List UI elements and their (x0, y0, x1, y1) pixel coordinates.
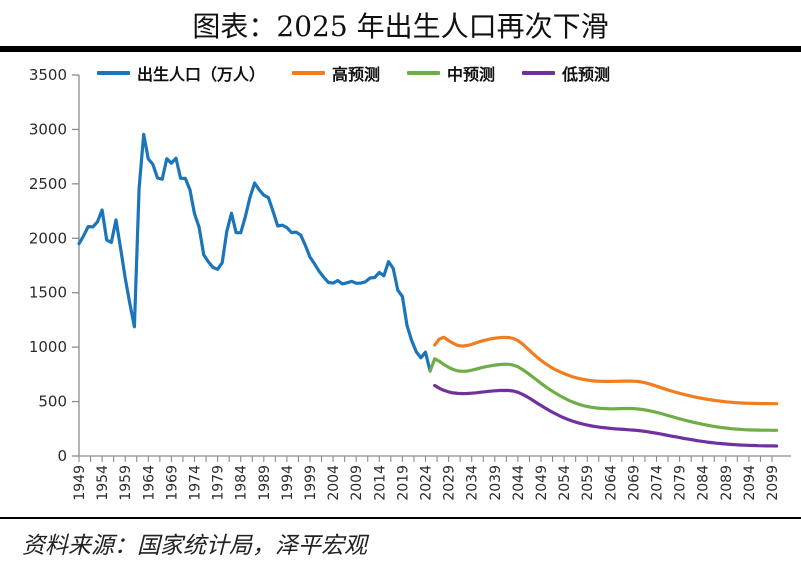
svg-text:0: 0 (57, 447, 67, 465)
line-swatch-blue-icon (97, 71, 130, 75)
svg-text:2029: 2029 (442, 465, 458, 501)
svg-text:1954: 1954 (95, 465, 111, 501)
svg-text:1949: 1949 (72, 465, 88, 501)
line-swatch-purple-icon (522, 71, 556, 75)
svg-text:2044: 2044 (511, 465, 527, 501)
svg-text:2024: 2024 (419, 465, 435, 501)
svg-text:2054: 2054 (557, 465, 573, 501)
title-divider-rule (0, 46, 801, 52)
svg-text:1964: 1964 (141, 465, 157, 501)
svg-text:2009: 2009 (349, 465, 365, 501)
svg-text:2039: 2039 (488, 465, 504, 501)
legend-label: 中预测 (447, 65, 496, 84)
legend-item-low-forecast: 低预测 (522, 61, 610, 85)
page-title: 图表：2025 年出生人口再次下滑 (192, 10, 609, 43)
svg-text:2500: 2500 (29, 175, 67, 193)
line-swatch-green-icon (407, 71, 441, 75)
footer-divider-rule (0, 517, 801, 519)
svg-text:2000: 2000 (29, 229, 67, 247)
svg-text:1984: 1984 (234, 465, 250, 501)
svg-text:2099: 2099 (765, 465, 781, 501)
svg-text:3500: 3500 (29, 66, 67, 84)
svg-text:2034: 2034 (465, 465, 481, 501)
svg-text:2069: 2069 (626, 465, 642, 501)
source-note: 资料来源：国家统计局，泽平宏观 (22, 533, 367, 559)
line-swatch-orange-icon (292, 71, 326, 75)
svg-text:2079: 2079 (673, 465, 689, 501)
svg-text:2004: 2004 (326, 465, 342, 501)
chart-legend: 出生人口（万人） 高预测 中预测 低预测 (97, 61, 610, 85)
svg-text:2049: 2049 (534, 465, 550, 501)
svg-text:3000: 3000 (29, 120, 67, 138)
svg-text:1989: 1989 (257, 465, 273, 501)
svg-text:1974: 1974 (188, 465, 204, 501)
legend-item-birth-population: 出生人口（万人） (97, 61, 265, 85)
svg-text:2059: 2059 (580, 465, 596, 501)
legend-item-mid-forecast: 中预测 (407, 61, 495, 85)
svg-text:1979: 1979 (211, 465, 227, 501)
svg-text:2019: 2019 (395, 465, 411, 501)
svg-text:2014: 2014 (372, 465, 388, 501)
svg-text:1500: 1500 (29, 284, 67, 302)
legend-label: 出生人口（万人） (137, 65, 266, 84)
legend-label: 高预测 (332, 65, 381, 84)
legend-label: 低预测 (562, 65, 611, 84)
svg-text:1999: 1999 (303, 465, 319, 501)
svg-text:2064: 2064 (603, 465, 619, 501)
legend-item-high-forecast: 高预测 (292, 61, 380, 85)
svg-text:1959: 1959 (118, 465, 134, 501)
svg-text:1969: 1969 (164, 465, 180, 501)
svg-text:2074: 2074 (650, 465, 666, 501)
svg-text:1000: 1000 (29, 338, 67, 356)
svg-text:2089: 2089 (719, 465, 735, 501)
svg-text:1994: 1994 (280, 465, 296, 501)
svg-text:500: 500 (38, 393, 67, 411)
svg-text:2084: 2084 (696, 465, 712, 501)
svg-text:2094: 2094 (742, 465, 758, 501)
